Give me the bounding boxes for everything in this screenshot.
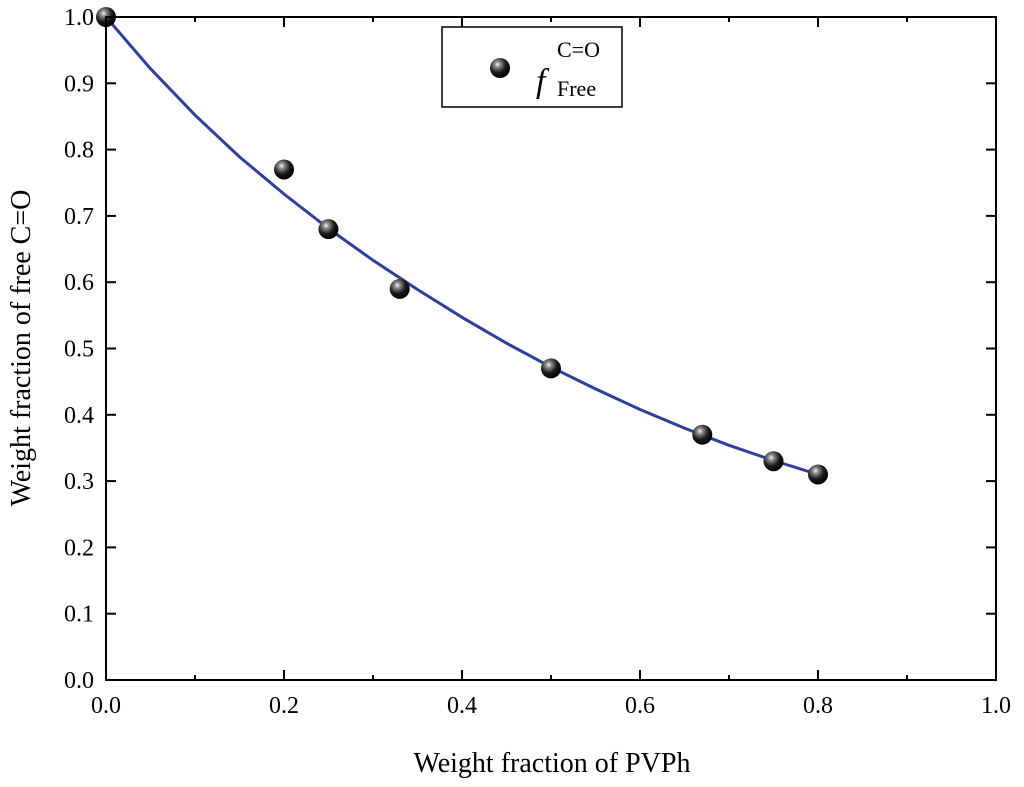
legend: f C=O Free bbox=[441, 26, 623, 108]
plot-area bbox=[96, 7, 828, 485]
y-tick-label: 0.2 bbox=[64, 535, 94, 561]
y-tick-label: 0.6 bbox=[64, 270, 94, 296]
data-point bbox=[763, 451, 784, 472]
data-point bbox=[692, 424, 713, 445]
y-tick-label: 0.7 bbox=[64, 204, 94, 230]
data-point bbox=[541, 358, 561, 379]
y-tick-label: 0.0 bbox=[64, 668, 94, 694]
legend-box bbox=[441, 26, 623, 108]
data-point bbox=[389, 278, 410, 299]
legend-subscript: Free bbox=[557, 76, 596, 101]
x-tick-label: 0.0 bbox=[91, 693, 121, 719]
y-tick-label: 0.4 bbox=[64, 403, 94, 429]
y-tick-label: 0.8 bbox=[64, 138, 94, 164]
axes: 0.0 0.2 0.4 0.6 0.8 1.0 0.0 0.1 0.2 0.3 0.4 0.5 0.6 0… bbox=[64, 5, 1011, 719]
legend-marker bbox=[490, 58, 510, 78]
y-tick-label: 0.3 bbox=[64, 469, 94, 495]
y-tick-label: 0.9 bbox=[64, 71, 94, 97]
x-tick-label: 0.6 bbox=[625, 693, 655, 719]
x-tick-label: 1.0 bbox=[981, 693, 1011, 719]
y-tick-label: 0.5 bbox=[64, 337, 94, 363]
x-tick-label: 0.8 bbox=[803, 693, 833, 719]
x-axis-title: Weight fraction of PVPh bbox=[414, 748, 691, 779]
plot-frame bbox=[105, 16, 997, 681]
data-point bbox=[274, 159, 294, 180]
y-axis-title: Weight fraction of free C=O bbox=[6, 190, 37, 507]
data-point bbox=[318, 219, 339, 240]
y-tick-label: 0.1 bbox=[64, 602, 94, 628]
y-tick-label: 1.0 bbox=[64, 5, 94, 31]
data-point bbox=[808, 464, 828, 485]
x-tick-label: 0.4 bbox=[447, 693, 477, 719]
x-tick-label: 0.2 bbox=[269, 693, 299, 719]
legend-superscript: C=O bbox=[557, 37, 600, 62]
